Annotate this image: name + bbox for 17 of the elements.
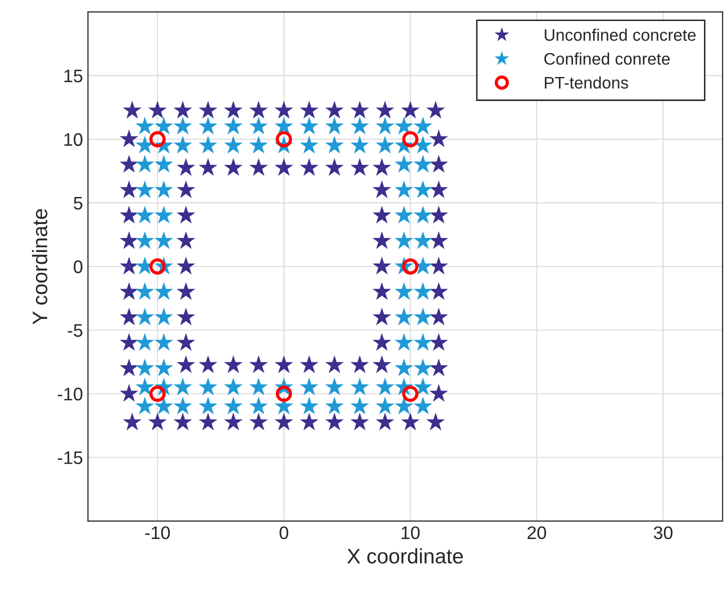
y-tick-label: -10	[58, 388, 82, 400]
x-tick-label: 0	[280, 526, 288, 540]
y-tick-label: -15	[58, 452, 82, 464]
x-tick-label: 20	[528, 526, 546, 540]
y-tick-label: -5	[68, 324, 82, 337]
x-tick-label: 10	[402, 526, 420, 540]
y-tick-label: 15	[64, 70, 82, 82]
x-tick-label: 30	[654, 526, 672, 540]
y-tick-label: 10	[64, 133, 82, 146]
y-axis-title: Y coordinate	[32, 209, 48, 324]
legend-label: PT-tendons	[544, 76, 628, 89]
x-axis-title: X coordinate	[347, 548, 463, 564]
legend-label: Confined conrete	[544, 52, 670, 65]
x-tick-label: -10	[145, 526, 170, 540]
legend-label: Unconfined concrete	[544, 28, 696, 41]
y-tick-label: 0	[74, 260, 82, 274]
y-tick-label: 5	[74, 196, 82, 210]
